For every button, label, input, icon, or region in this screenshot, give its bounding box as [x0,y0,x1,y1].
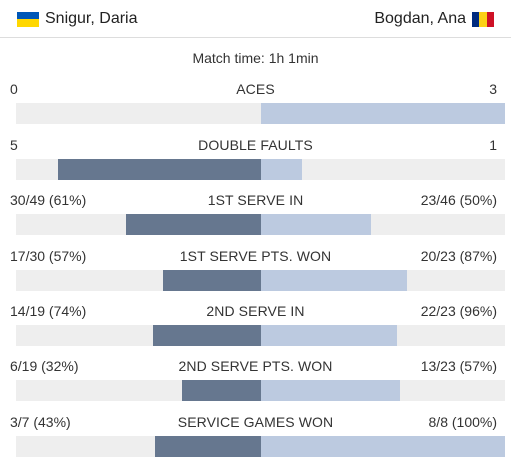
stat-label: 1ST SERVE PTS. WON [179,248,332,264]
stat-left-value: 3/7 (43%) [10,414,71,430]
romania-flag-icon [472,11,494,27]
stat-left-value: 6/19 (32%) [10,358,79,374]
stat-left-value: 0 [10,81,18,97]
stat-left-value: 30/49 (61%) [10,192,87,208]
stat-right-value: 8/8 (100%) [428,414,497,430]
stat-label: SERVICE GAMES WON [177,414,334,430]
stat-bar-right [260,325,398,346]
stat-label: 2ND SERVE PTS. WON [178,358,333,374]
stat-row-double-faults: 5 DOUBLE FAULTS 1 [0,136,511,181]
stat-bar-right [260,436,505,457]
stat-row-2nd-serve-in: 14/19 (74%) 2ND SERVE IN 22/23 (96%) [0,302,511,347]
stat-bar-left [155,436,261,457]
stat-row-aces: 0 ACES 3 [0,80,511,125]
stat-row-2nd-serve-pts-won: 6/19 (32%) 2ND SERVE PTS. WON 13/23 (57%… [0,357,511,402]
stat-bar-left [182,380,261,401]
stat-bar-right [260,380,400,401]
stat-bar-track [16,214,505,235]
stat-row-service-games-won: 3/7 (43%) SERVICE GAMES WON 8/8 (100%) [0,413,511,458]
stat-label: 2ND SERVE IN [206,303,305,319]
ukraine-flag-icon [17,11,39,27]
stat-bar-track [16,159,505,180]
match-time: Match time: 1h 1min [192,50,319,66]
stat-bar-left [57,159,261,180]
stat-bar-left [152,325,261,346]
stat-bar-track [16,270,505,291]
stat-left-value: 14/19 (74%) [10,303,87,319]
stat-bar-track [16,103,505,124]
stat-right-value: 20/23 (87%) [420,248,497,264]
stat-row-1st-serve-pts-won: 17/30 (57%) 1ST SERVE PTS. WON 20/23 (87… [0,247,511,292]
match-header: Snigur, Daria Bogdan, Ana [0,0,511,38]
player-left-name: Snigur, Daria [45,10,138,27]
stat-right-value: 23/46 (50%) [420,192,497,208]
stat-right-value: 22/23 (96%) [420,303,497,319]
stat-label: 1ST SERVE IN [207,192,304,208]
stat-bar-track [16,325,505,346]
stat-left-value: 17/30 (57%) [10,248,87,264]
stat-bar-left [162,270,261,291]
stat-right-value: 3 [489,81,497,97]
stat-label: ACES [236,81,275,97]
stat-bar-track [16,380,505,401]
stat-bar-right [260,270,408,291]
player-right-name: Bogdan, Ana [374,10,466,27]
player-right[interactable]: Bogdan, Ana [374,10,494,28]
stat-bar-right [260,214,371,235]
stat-right-value: 13/23 (57%) [420,358,497,374]
stat-right-value: 1 [489,137,497,153]
stat-bar-right [260,103,505,124]
stat-bar-track [16,436,505,457]
stat-label: DOUBLE FAULTS [198,137,313,153]
stat-bar-left [126,214,261,235]
player-left[interactable]: Snigur, Daria [17,10,138,28]
stat-bar-right [260,159,303,180]
stat-left-value: 5 [10,137,18,153]
stat-row-1st-serve-in: 30/49 (61%) 1ST SERVE IN 23/46 (50%) [0,191,511,236]
